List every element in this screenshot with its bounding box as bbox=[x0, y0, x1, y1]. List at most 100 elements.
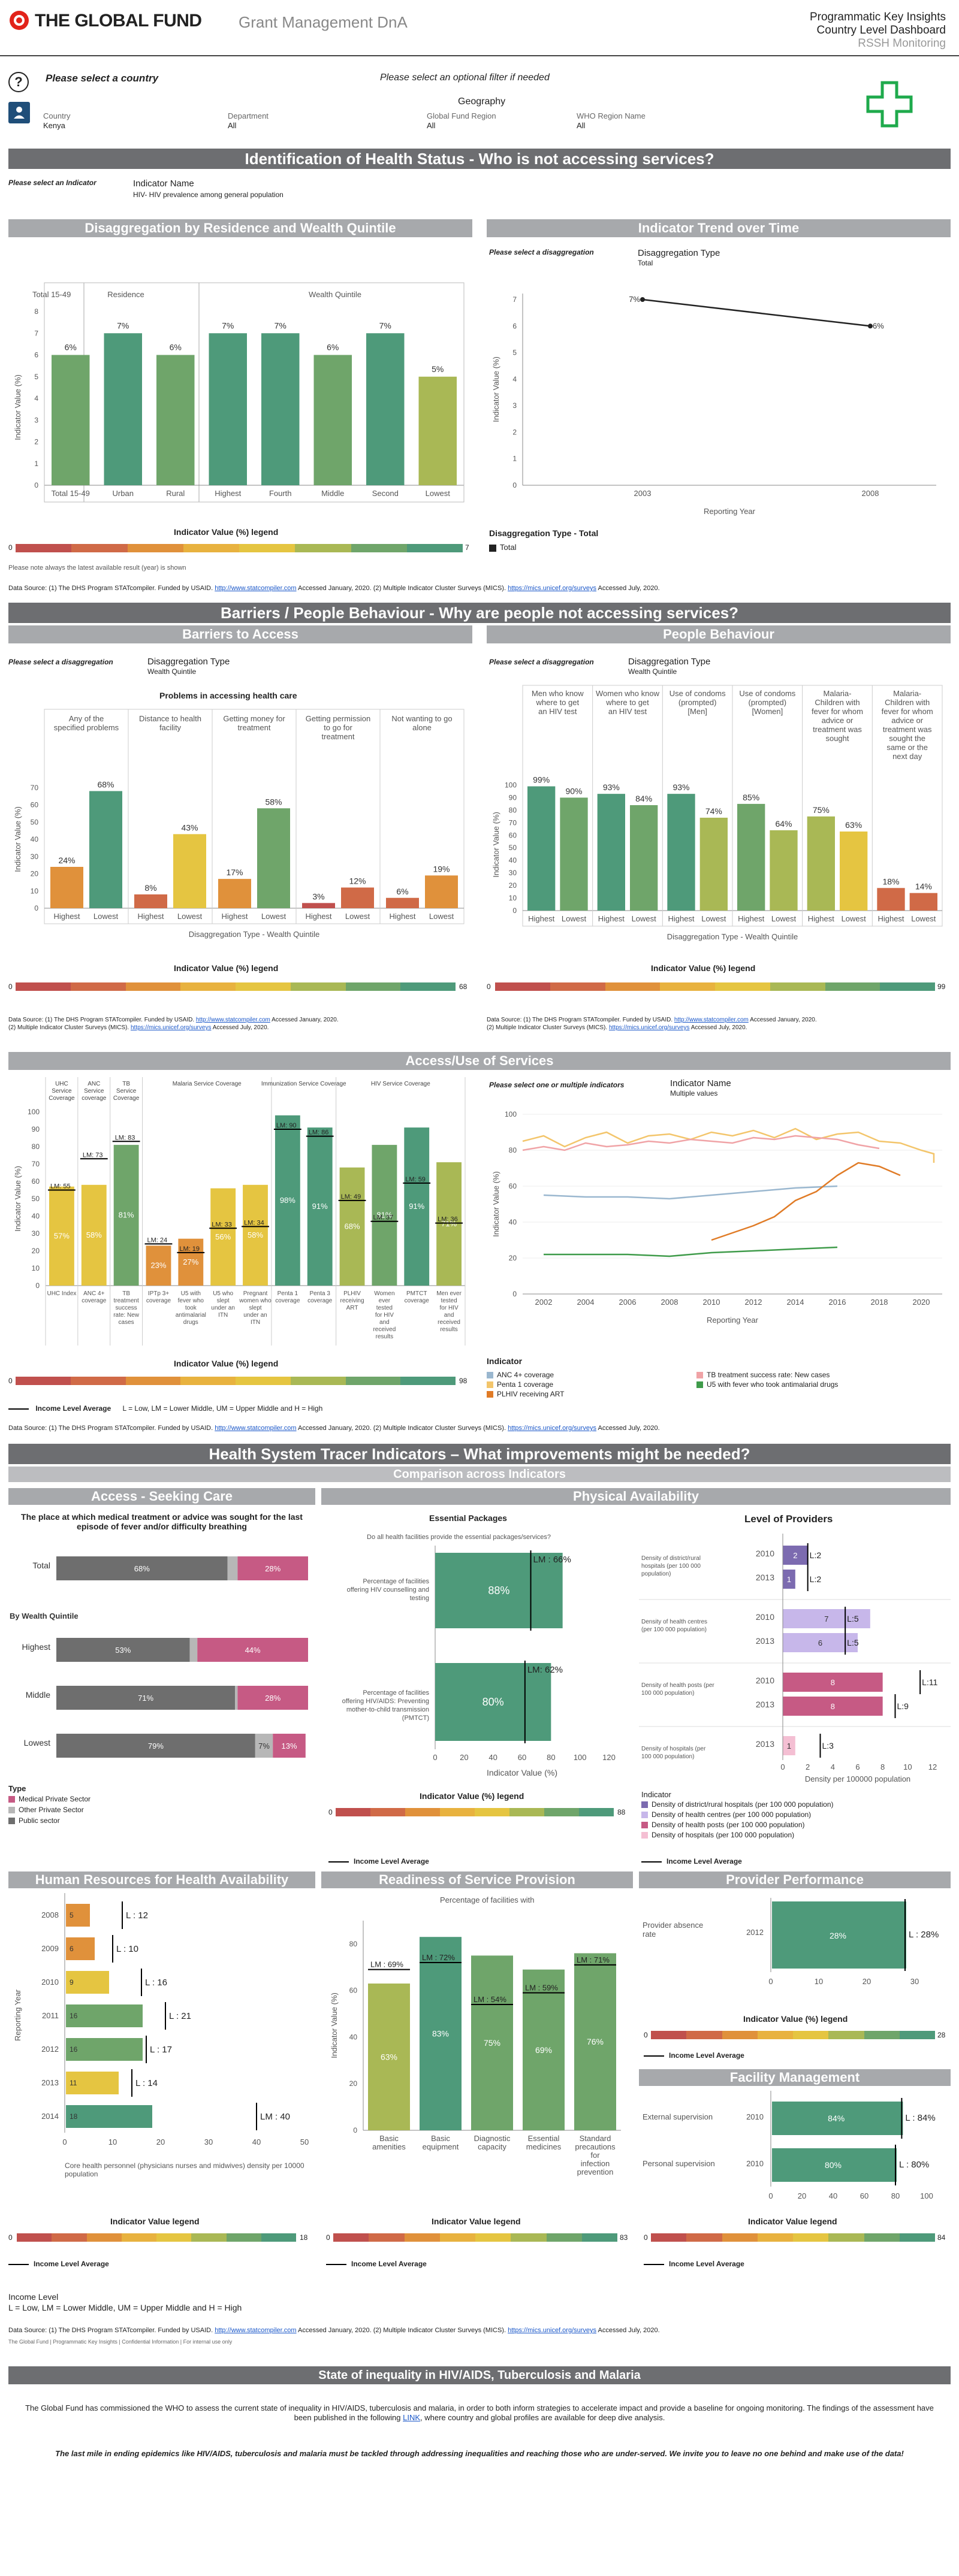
access-x-label: U5 with fever who took antimalarial drugs bbox=[176, 1290, 206, 1326]
ess-value-label: 80% bbox=[482, 1696, 504, 1708]
select-indicator-prompt: Please select an Indicator bbox=[8, 179, 96, 187]
seeking-row-label: Middle bbox=[26, 1690, 50, 1700]
y-tick: 5 bbox=[34, 373, 38, 381]
ess-legend-bar bbox=[336, 1808, 614, 1816]
behaviour-x-label: Highest bbox=[877, 914, 904, 923]
fs-link2[interactable]: https://mics.unicef.org/surveys bbox=[508, 2327, 597, 2334]
gf-region-select[interactable]: All bbox=[427, 121, 436, 130]
s2r-link1[interactable]: http://www.statcompiler.com bbox=[674, 1017, 749, 1023]
y-tick: 0 bbox=[512, 1290, 517, 1298]
legend-swatch bbox=[440, 1808, 475, 1816]
income-level-label: LM: 24 bbox=[147, 1236, 168, 1244]
trend-chart: Indicator Value (%) 0 1 2 3 4 5 6 7 2003 2008 7% 6% R… bbox=[491, 294, 936, 516]
inequality-link[interactable]: LINK bbox=[403, 2413, 421, 2422]
seeking-value-label: 79% bbox=[148, 1741, 164, 1750]
barriers-dtype-select[interactable]: Wealth Quintile bbox=[147, 667, 197, 676]
trend-legend-title: Disaggregation Type - Total bbox=[489, 528, 599, 538]
barriers-chart: Indicator Value (%) 0 10 20 30 40 50 60 70 Any of… bbox=[13, 709, 465, 939]
x-tick: 8 bbox=[880, 1762, 885, 1771]
legend-swatch bbox=[686, 2031, 722, 2039]
inequality-text: The Global Fund has commissioned the WHO… bbox=[18, 2403, 941, 2423]
fs-link1[interactable]: http://www.statcompiler.com bbox=[215, 2327, 297, 2334]
legend-swatch bbox=[511, 2233, 547, 2242]
x-tick: 60 bbox=[860, 2191, 868, 2200]
access-ind-select[interactable]: Multiple values bbox=[670, 1089, 718, 1097]
y-tick: 80 bbox=[509, 1146, 517, 1154]
prov-bar bbox=[783, 1673, 883, 1692]
income-level-label: L:3 bbox=[822, 1741, 834, 1750]
y-tick: 7 bbox=[34, 329, 38, 337]
y-tick: 1 bbox=[34, 459, 38, 468]
barrier-group-label: Getting money for treatment bbox=[223, 714, 285, 732]
y-tick: 70 bbox=[31, 784, 39, 792]
s3-link1[interactable]: http://www.statcompiler.com bbox=[215, 1425, 297, 1432]
income-level-label: LM: 19 bbox=[179, 1245, 200, 1253]
department-select[interactable]: All bbox=[228, 121, 237, 130]
barrier-value-label: 6% bbox=[396, 887, 408, 896]
legend-swatch bbox=[180, 982, 236, 991]
behaviour-x-label: Lowest bbox=[842, 914, 867, 923]
y-tick: 50 bbox=[32, 1195, 40, 1203]
legend-swatch bbox=[509, 1808, 544, 1816]
disagg-legend-max: 7 bbox=[465, 543, 469, 552]
income-line-icon bbox=[8, 1408, 29, 1410]
y-tick: 2 bbox=[34, 438, 38, 446]
prov-bar bbox=[783, 1736, 795, 1755]
behaviour-dtype-select[interactable]: Wealth Quintile bbox=[628, 667, 677, 676]
ready-x-label: Basic amenities bbox=[372, 2134, 406, 2151]
fac-legend-min: 0 bbox=[644, 2233, 648, 2242]
barrier-value-label: 24% bbox=[58, 855, 75, 865]
legend-swatch bbox=[86, 2233, 122, 2242]
x-tick: 100 bbox=[574, 1753, 587, 1762]
prov-value-label: 7 bbox=[824, 1614, 828, 1623]
country-select[interactable]: Kenya bbox=[43, 121, 65, 130]
legend-swatch bbox=[487, 1372, 493, 1379]
income-level-label: LM : 72% bbox=[422, 1953, 455, 1962]
fac-legend-max: 84 bbox=[937, 2233, 946, 2242]
behaviour-xlabel: Disaggregation Type - Wealth Quintile bbox=[667, 932, 798, 941]
ready-value-label: 75% bbox=[484, 2038, 500, 2048]
legend-swatch bbox=[544, 1808, 579, 1816]
legend-swatch bbox=[651, 2233, 687, 2242]
prov-bar bbox=[783, 1697, 883, 1716]
s2l-2b: Accessed July, 2020. bbox=[212, 1024, 269, 1031]
x-tick: 0 bbox=[768, 1977, 773, 1986]
legend-swatch bbox=[52, 2233, 87, 2242]
x-tick: 12 bbox=[928, 1762, 937, 1771]
access-ylabel: Indicator Value (%) bbox=[13, 1166, 22, 1232]
access-select-prompt: Please select one or multiple indicators bbox=[489, 1081, 625, 1089]
s2r-link2[interactable]: https://mics.unicef.org/surveys bbox=[608, 1024, 690, 1031]
ready-legend-min: 0 bbox=[326, 2233, 330, 2242]
income-level-label: L:11 bbox=[922, 1677, 937, 1687]
barrier-x-label: Lowest bbox=[261, 912, 287, 921]
barrier-x-label: Lowest bbox=[94, 912, 119, 921]
legend-swatch bbox=[125, 982, 181, 991]
behaviour-bar bbox=[840, 832, 868, 911]
hr-legend-title: Indicator Value legend bbox=[110, 2217, 200, 2226]
income-level-label: L : 84% bbox=[905, 2113, 935, 2123]
barriers-legend-title: Indicator Value (%) legend bbox=[174, 963, 279, 973]
legend-swatch bbox=[236, 1377, 291, 1385]
barrier-value-label: 58% bbox=[265, 797, 282, 806]
help-icon[interactable]: ? bbox=[8, 72, 29, 92]
s2l-link2[interactable]: https://mics.unicef.org/surveys bbox=[130, 1024, 212, 1031]
mics-link[interactable]: https://mics.unicef.org/surveys bbox=[508, 585, 597, 592]
source-1: Data Source: (1) The DHS Program STATcom… bbox=[8, 585, 660, 592]
behaviour-title: People Behaviour bbox=[487, 625, 951, 643]
income-level-label: LM: 62% bbox=[527, 1665, 563, 1675]
perf-legend-max: 28 bbox=[937, 2031, 946, 2039]
legend-swatch bbox=[715, 982, 770, 991]
x-tick: 2003 bbox=[634, 489, 652, 498]
who-region-select[interactable]: All bbox=[577, 121, 586, 130]
income-level-label: LM: 36 bbox=[438, 1216, 458, 1223]
trend-dtype-label: Disaggregation Type bbox=[638, 248, 720, 258]
s3-link2[interactable]: https://mics.unicef.org/surveys bbox=[508, 1425, 597, 1432]
barriers-legend-min: 0 bbox=[8, 982, 13, 991]
ready-x-label: Standard precautions for infection preventio… bbox=[575, 2134, 616, 2176]
indicator-name-select[interactable]: HIV- HIV prevalence among general popula… bbox=[133, 191, 284, 199]
s2l-link1[interactable]: http://www.statcompiler.com bbox=[195, 1017, 270, 1023]
legend-swatch bbox=[183, 544, 239, 552]
seeking-bar-segment bbox=[235, 1686, 238, 1710]
statcompiler-link[interactable]: http://www.statcompiler.com bbox=[215, 585, 297, 592]
trend-dtype-select[interactable]: Total bbox=[638, 259, 653, 267]
